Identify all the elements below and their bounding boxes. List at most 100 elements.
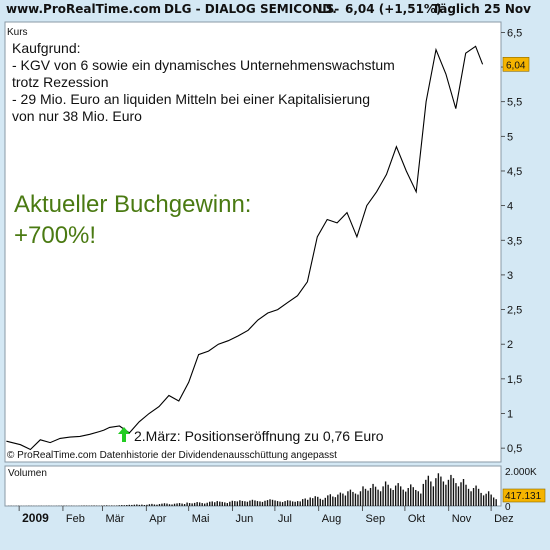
volume-bar xyxy=(219,501,221,506)
volume-bar xyxy=(349,489,352,506)
y-tick-label: 5 xyxy=(507,131,513,143)
volume-bar xyxy=(226,503,228,506)
reason-annotation: Kaufgrund: - KGV von 6 sowie ein dynamis… xyxy=(12,40,395,124)
y-tick-label: 2,5 xyxy=(507,305,522,317)
volume-bar xyxy=(490,494,492,506)
volume-bar xyxy=(206,502,208,506)
volume-bar xyxy=(138,504,141,506)
volume-bar xyxy=(281,502,284,506)
quote-value: 6,04 (+1,51%) xyxy=(345,2,442,16)
volume-bar xyxy=(334,497,337,506)
volume-bar xyxy=(304,498,306,506)
volume-bar xyxy=(432,486,435,506)
volume-bar xyxy=(261,501,264,506)
volume-bar xyxy=(286,500,289,506)
y-tick-label: 0,5 xyxy=(507,443,522,455)
volume-bar xyxy=(477,488,480,506)
volume-bar xyxy=(389,488,392,506)
volume-bar xyxy=(216,501,218,506)
exchange-code: LS- xyxy=(318,2,340,16)
x-tick-label: Jul xyxy=(278,513,292,525)
volume-bar xyxy=(384,481,387,506)
volume-bar xyxy=(319,498,321,506)
volume-bar xyxy=(397,483,399,506)
volume-bar xyxy=(173,503,176,506)
volume-bar xyxy=(191,503,193,506)
volume-bar xyxy=(168,504,171,506)
volume-bar xyxy=(405,491,407,506)
volume-bar xyxy=(377,489,379,506)
volume-bar xyxy=(362,486,364,506)
volume-bar xyxy=(495,499,497,506)
volume-bar xyxy=(452,478,455,506)
x-tick-label: Sep xyxy=(366,513,386,525)
volume-bar xyxy=(475,485,477,506)
volume-bar xyxy=(407,488,409,506)
volume-bar xyxy=(480,492,482,506)
volume-bar xyxy=(249,500,251,506)
volume-bar xyxy=(430,481,432,506)
volume-bar xyxy=(123,505,125,506)
volume-bar xyxy=(492,497,495,506)
y-tick-label: 2 xyxy=(507,339,513,351)
volume-bar xyxy=(339,492,342,506)
gain-line-2: +700%! xyxy=(14,222,96,249)
y-tick-label: 6,5 xyxy=(507,27,522,39)
volume-bar xyxy=(402,489,404,506)
volume-bar xyxy=(435,478,437,506)
volume-bar xyxy=(387,484,389,506)
y-tick-label: 3,5 xyxy=(507,235,522,247)
reason-line: Kaufgrund: xyxy=(12,40,81,56)
last-volume-label: 417.131 xyxy=(505,491,542,502)
volume-bar xyxy=(143,505,146,506)
y-tick-label: 4,5 xyxy=(507,166,522,178)
volume-bar xyxy=(392,489,394,506)
volume-bar xyxy=(344,495,347,506)
volume-bar xyxy=(136,504,138,506)
volume-bar xyxy=(244,501,246,506)
volume-bar xyxy=(445,484,447,506)
volume-bar xyxy=(274,500,276,506)
volume-bar xyxy=(181,503,183,506)
volume-zero-tick: 0 xyxy=(505,502,511,513)
volume-bar xyxy=(472,488,475,506)
volume-bar xyxy=(442,481,445,506)
volume-bar xyxy=(133,504,136,506)
volume-bar xyxy=(224,502,226,506)
volume-bar xyxy=(400,486,402,506)
site-label[interactable]: www.ProRealTime.com xyxy=(6,2,161,16)
volume-bar xyxy=(465,484,467,506)
volume-bar xyxy=(354,493,357,506)
period-label: Täglich xyxy=(432,2,480,16)
volume-bar xyxy=(374,486,377,506)
volume-bar xyxy=(118,505,120,506)
volume-bar xyxy=(332,496,334,506)
volume-bar xyxy=(379,491,382,506)
volume-bar xyxy=(485,493,487,506)
volume-bar xyxy=(329,494,332,506)
x-tick-label: Jun xyxy=(236,513,254,525)
volume-bar xyxy=(188,503,191,506)
price-panel xyxy=(4,21,502,463)
volume-bar xyxy=(271,499,274,506)
x-tick-label: Apr xyxy=(149,513,166,525)
last-volume-marker: 417.131 xyxy=(502,488,546,503)
volume-bar xyxy=(450,474,452,506)
data-source-note: © ProRealTime.com Datenhistorie der Divi… xyxy=(7,450,337,461)
volume-bar xyxy=(229,501,231,506)
volume-bar xyxy=(231,500,234,506)
y-tick-label: 3 xyxy=(507,270,513,282)
reason-line: trotz Rezession xyxy=(12,74,108,90)
x-tick-label: Dez xyxy=(494,513,514,525)
volume-bar xyxy=(422,483,424,506)
volume-bar xyxy=(121,505,123,506)
volume-bar xyxy=(251,499,254,506)
volume-bar xyxy=(193,502,196,506)
volume-bar xyxy=(246,501,249,506)
volume-bar xyxy=(302,499,304,506)
volume-bar xyxy=(221,501,223,506)
volume-bar xyxy=(412,487,414,506)
volume-bar xyxy=(256,501,259,506)
volume-bar xyxy=(259,501,261,506)
x-tick-label: Feb xyxy=(66,513,85,525)
